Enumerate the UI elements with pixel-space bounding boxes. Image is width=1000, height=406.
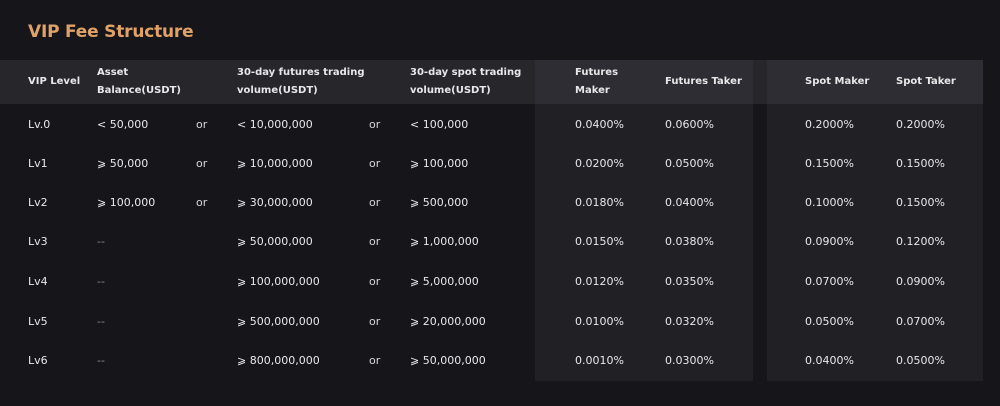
cell-spot-maker: 0.0700% [805, 275, 854, 288]
header-futures-volume-line1: 30-day futures trading [237, 67, 365, 78]
cell-or-volume: or [369, 315, 381, 328]
cell-spot-taker: 0.1200% [896, 235, 945, 248]
cell-spot-maker: 0.1000% [805, 196, 854, 209]
cell-spot-taker: 0.1500% [896, 196, 945, 209]
cell-asset-balance: ⩾ 50,000 [97, 157, 149, 170]
cell-futures-volume: ⩾ 50,000,000 [237, 235, 313, 248]
header-asset-line1: Asset [97, 67, 129, 78]
cell-futures-maker: 0.0180% [575, 196, 624, 209]
cell-spot-volume: ⩾ 50,000,000 [410, 354, 486, 367]
cell-asset-balance: ⩾ 100,000 [97, 196, 156, 209]
cell-spot-maker: 0.2000% [805, 118, 854, 131]
cell-asset-balance: < 50,000 [97, 118, 149, 131]
futures-fee-panel [535, 60, 753, 381]
header-futures-volume-line2: volume(USDT) [237, 85, 318, 96]
cell-spot-volume: ⩾ 100,000 [410, 157, 469, 170]
cell-asset-balance: -- [97, 275, 105, 288]
cell-or-volume: or [369, 157, 381, 170]
header-spot-volume-line2: volume(USDT) [410, 85, 491, 96]
cell-level: Lv.0 [28, 118, 51, 131]
cell-futures-maker: 0.0400% [575, 118, 624, 131]
cell-or-volume: or [369, 118, 381, 131]
cell-spot-taker: 0.2000% [896, 118, 945, 131]
cell-asset-balance: -- [97, 315, 105, 328]
page-title: VIP Fee Structure [28, 22, 194, 42]
cell-level: Lv6 [28, 354, 48, 367]
cell-futures-maker: 0.0150% [575, 235, 624, 248]
cell-futures-volume: < 10,000,000 [237, 118, 313, 131]
cell-futures-maker: 0.0120% [575, 275, 624, 288]
cell-or-volume: or [369, 354, 381, 367]
header-spot-volume-line1: 30-day spot trading [410, 67, 522, 78]
cell-or-volume: or [369, 275, 381, 288]
futures-header-panel [535, 60, 753, 104]
cell-spot-taker: 0.0700% [896, 315, 945, 328]
cell-or-asset: or [196, 118, 208, 131]
cell-asset-balance: -- [97, 235, 105, 248]
cell-futures-volume: ⩾ 800,000,000 [237, 354, 320, 367]
cell-futures-volume: ⩾ 30,000,000 [237, 196, 313, 209]
cell-spot-taker: 0.1500% [896, 157, 945, 170]
cell-spot-volume: < 100,000 [410, 118, 469, 131]
cell-futures-maker: 0.0100% [575, 315, 624, 328]
cell-futures-taker: 0.0600% [665, 118, 714, 131]
cell-spot-maker: 0.0500% [805, 315, 854, 328]
cell-futures-volume: ⩾ 10,000,000 [237, 157, 313, 170]
cell-spot-maker: 0.1500% [805, 157, 854, 170]
header-futures-taker: Futures Taker [665, 76, 742, 87]
cell-spot-volume: ⩾ 500,000 [410, 196, 469, 209]
spot-fee-panel [767, 60, 983, 381]
cell-spot-volume: ⩾ 20,000,000 [410, 315, 486, 328]
cell-or-volume: or [369, 235, 381, 248]
cell-level: Lv3 [28, 235, 48, 248]
cell-level: Lv4 [28, 275, 48, 288]
cell-level: Lv5 [28, 315, 48, 328]
header-futures-maker-line2: Maker [575, 85, 610, 96]
cell-futures-volume: ⩾ 500,000,000 [237, 315, 320, 328]
cell-asset-balance: -- [97, 354, 105, 367]
cell-level: Lv1 [28, 157, 48, 170]
cell-spot-maker: 0.0900% [805, 235, 854, 248]
cell-futures-taker: 0.0380% [665, 235, 714, 248]
cell-futures-maker: 0.0200% [575, 157, 624, 170]
cell-futures-taker: 0.0300% [665, 354, 714, 367]
header-vip-level: VIP Level [28, 76, 81, 87]
cell-or-volume: or [369, 196, 381, 209]
cell-or-asset: or [196, 157, 208, 170]
cell-futures-maker: 0.0010% [575, 354, 624, 367]
cell-or-asset: or [196, 196, 208, 209]
cell-futures-taker: 0.0320% [665, 315, 714, 328]
cell-spot-taker: 0.0900% [896, 275, 945, 288]
header-spot-taker: Spot Taker [896, 76, 956, 87]
header-futures-maker-line1: Futures [575, 67, 619, 78]
header-asset-line2: Balance(USDT) [97, 85, 181, 96]
header-spot-maker: Spot Maker [805, 76, 870, 87]
cell-spot-taker: 0.0500% [896, 354, 945, 367]
cell-futures-taker: 0.0350% [665, 275, 714, 288]
cell-spot-volume: ⩾ 5,000,000 [410, 275, 479, 288]
cell-futures-volume: ⩾ 100,000,000 [237, 275, 320, 288]
cell-spot-maker: 0.0400% [805, 354, 854, 367]
cell-futures-taker: 0.0400% [665, 196, 714, 209]
cell-level: Lv2 [28, 196, 48, 209]
cell-spot-volume: ⩾ 1,000,000 [410, 235, 479, 248]
spot-header-panel [767, 60, 983, 104]
cell-futures-taker: 0.0500% [665, 157, 714, 170]
